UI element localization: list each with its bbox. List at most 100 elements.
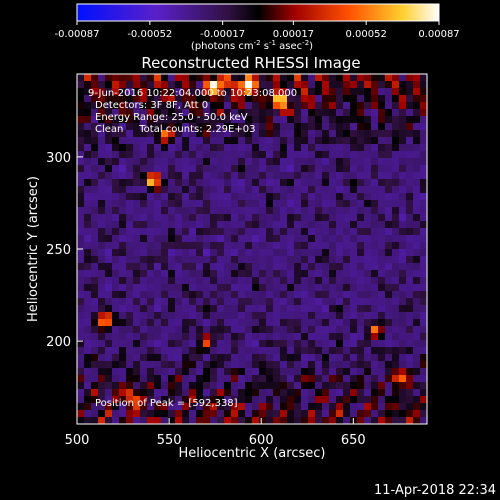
heatmap-cell <box>385 235 393 243</box>
heatmap-cell <box>91 326 99 334</box>
heatmap-cell <box>266 158 274 166</box>
heatmap-cell <box>77 172 85 180</box>
heatmap-cell <box>322 193 330 201</box>
heatmap-cell <box>294 137 302 145</box>
heatmap-cell <box>364 102 372 110</box>
heatmap-cell <box>182 151 190 159</box>
heatmap-cell <box>378 396 386 404</box>
heatmap-cell <box>308 74 316 82</box>
heatmap-cell <box>161 172 169 180</box>
heatmap-cell <box>266 81 274 89</box>
heatmap-cell <box>105 382 113 390</box>
heatmap-cell <box>119 396 127 404</box>
heatmap-cell <box>98 172 106 180</box>
heatmap-cell <box>84 340 92 348</box>
heatmap-cell <box>399 172 407 180</box>
heatmap-cell <box>126 130 134 138</box>
heatmap-cell <box>273 270 281 278</box>
heatmap-cell <box>294 326 302 334</box>
heatmap-cell <box>245 354 253 362</box>
heatmap-cell <box>147 151 155 159</box>
heatmap-cell <box>259 333 267 341</box>
heatmap-cell <box>336 368 344 376</box>
heatmap-cell <box>168 361 176 369</box>
heatmap-cell <box>350 403 358 411</box>
heatmap-cell <box>182 214 190 222</box>
heatmap-cell <box>210 193 218 201</box>
heatmap-cell <box>133 354 141 362</box>
heatmap-cell <box>189 235 197 243</box>
heatmap-cell <box>413 340 421 348</box>
heatmap-cell <box>336 340 344 348</box>
heatmap-cell <box>77 179 85 187</box>
heatmap-cell <box>147 88 155 96</box>
heatmap-cell <box>287 186 295 194</box>
heatmap-cell <box>385 347 393 355</box>
heatmap-cell <box>112 151 120 159</box>
heatmap-cell <box>406 298 414 306</box>
heatmap-cell <box>343 200 351 208</box>
heatmap-cell <box>175 333 183 341</box>
heatmap-cell <box>189 319 197 327</box>
heatmap-cell <box>161 333 169 341</box>
heatmap-cell <box>161 95 169 103</box>
heatmap-cell <box>224 319 232 327</box>
heatmap-cell <box>210 151 218 159</box>
heatmap-cell <box>308 396 316 404</box>
heatmap-cell <box>77 312 85 320</box>
heatmap-cell <box>119 368 127 376</box>
heatmap-cell <box>399 144 407 152</box>
heatmap-cell <box>175 319 183 327</box>
heatmap-cell <box>392 186 400 194</box>
heatmap-cell <box>245 312 253 320</box>
heatmap-cell <box>238 193 246 201</box>
heatmap-cell <box>140 81 148 89</box>
heatmap-cell <box>210 333 218 341</box>
heatmap-cell <box>259 347 267 355</box>
heatmap-cell <box>392 277 400 285</box>
heatmap-cell <box>119 333 127 341</box>
heatmap-cell <box>413 137 421 145</box>
heatmap-cell <box>189 193 197 201</box>
heatmap-cell <box>364 123 372 131</box>
heatmap-cell <box>287 228 295 236</box>
heatmap-cell <box>371 137 379 145</box>
heatmap-cell <box>399 382 407 390</box>
heatmap-cell <box>140 186 148 194</box>
heatmap-cell <box>84 312 92 320</box>
heatmap-cell <box>308 291 316 299</box>
heatmap-cell <box>84 326 92 334</box>
heatmap-cell <box>189 305 197 313</box>
heatmap-cell <box>140 179 148 187</box>
heatmap-cell <box>210 256 218 264</box>
heatmap-cell <box>329 81 337 89</box>
heatmap-cell <box>336 375 344 383</box>
heatmap-cell <box>182 319 190 327</box>
heatmap-cell <box>287 375 295 383</box>
heatmap-cell <box>161 102 169 110</box>
heatmap-cell <box>133 172 141 180</box>
heatmap-cell <box>406 221 414 229</box>
heatmap-cell <box>217 228 225 236</box>
heatmap-cell <box>238 263 246 271</box>
heatmap-cell <box>84 158 92 166</box>
heatmap-cell <box>105 95 113 103</box>
heatmap-cell <box>245 172 253 180</box>
heatmap-cell <box>105 144 113 152</box>
heatmap-cell <box>238 270 246 278</box>
heatmap-cell <box>308 81 316 89</box>
heatmap-cell <box>420 137 428 145</box>
heatmap-cell <box>378 263 386 271</box>
heatmap-cell <box>336 88 344 96</box>
heatmap-cell <box>203 109 211 117</box>
heatmap-cell <box>371 340 379 348</box>
heatmap-cell <box>273 249 281 257</box>
heatmap-cell <box>182 81 190 89</box>
heatmap-cell <box>259 193 267 201</box>
heatmap-cell <box>294 221 302 229</box>
heatmap-cell <box>294 298 302 306</box>
x-tick-label: 650 <box>341 433 366 448</box>
heatmap-cell <box>294 193 302 201</box>
heatmap-cell <box>280 179 288 187</box>
heatmap-cell <box>266 200 274 208</box>
